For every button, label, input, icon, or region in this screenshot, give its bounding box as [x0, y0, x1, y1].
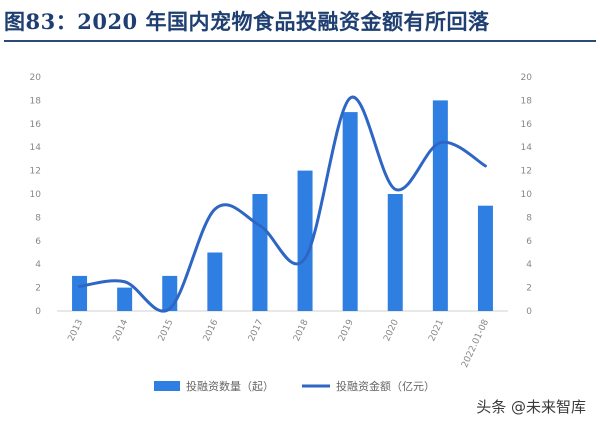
bar-2013: [72, 275, 88, 311]
y-right-tick-label: 2: [526, 284, 532, 294]
y-right-tick-label: 14: [521, 143, 533, 153]
y-right-tick-label: 20: [521, 73, 533, 83]
x-tick-label: 2020: [382, 318, 401, 343]
legend-label-count: 投融资数量（起）: [186, 379, 274, 393]
y-right-tick-label: 4: [526, 260, 532, 270]
bar-2020: [387, 194, 403, 311]
line-series-amount: [78, 95, 487, 313]
title-divider: [4, 40, 596, 42]
x-tick-label: 2021: [427, 318, 446, 343]
y-left-tick-label: 10: [30, 190, 42, 200]
x-tick-label: 2015: [157, 318, 176, 343]
chart-title: 图83：2020 年国内宠物食品投融资金额有所回落: [4, 9, 490, 34]
watermark: 头条 @未来智库: [472, 396, 590, 418]
chart-svg: 0 2 4 6 8 10 12 14 16 18 20 0 2 4 6 8 10 12 14 16 18 20 2013…: [30, 73, 533, 393]
y-left-tick-label: 0: [35, 307, 41, 317]
y-left-tick-label: 2: [35, 284, 41, 294]
bar-2015: [162, 275, 178, 311]
bar-2022.01-08: [477, 205, 493, 311]
x-tick-label: 2014: [112, 318, 131, 343]
y-left-tick-label: 6: [35, 237, 41, 247]
y-right-tick-label: 12: [521, 167, 532, 177]
bar-2021: [432, 100, 448, 312]
y-left-tick-label: 8: [35, 213, 41, 223]
x-tick-label: 2019: [337, 318, 356, 343]
x-tick-label: 2013: [67, 318, 86, 343]
y-left-tick-label: 18: [30, 96, 42, 106]
bar-2019: [342, 112, 358, 311]
y-right-tick-label: 16: [521, 120, 533, 130]
x-tick-label: 2022.01-08: [460, 318, 491, 370]
y-left-tick-label: 20: [30, 73, 42, 83]
x-tick-label: 2017: [247, 318, 266, 343]
bar-2017: [252, 194, 268, 311]
bar-2018: [297, 170, 313, 311]
y-right-tick-label: 8: [526, 213, 532, 223]
y-left-tick-label: 4: [35, 260, 41, 270]
legend-label-amount: 投融资金额（亿元）: [336, 379, 435, 393]
y-right-tick-label: 18: [521, 96, 533, 106]
y-right-tick-label: 6: [526, 237, 532, 247]
bar-2016: [207, 252, 223, 311]
chart-area: 0 2 4 6 8 10 12 14 16 18 20 0 2 4 6 8 10 12 14 16 18 20 2013…: [0, 44, 600, 426]
bar-2014: [117, 287, 133, 311]
y-right-tick-label: 10: [521, 190, 533, 200]
y-left-tick-label: 14: [30, 143, 42, 153]
x-tick-label: 2016: [202, 318, 221, 343]
y-left-tick-label: 12: [30, 167, 41, 177]
x-tick-label: 2018: [292, 318, 311, 343]
y-left-tick-label: 16: [30, 120, 42, 130]
legend-swatch-count: [154, 381, 180, 391]
y-right-tick-label: 0: [526, 307, 532, 317]
